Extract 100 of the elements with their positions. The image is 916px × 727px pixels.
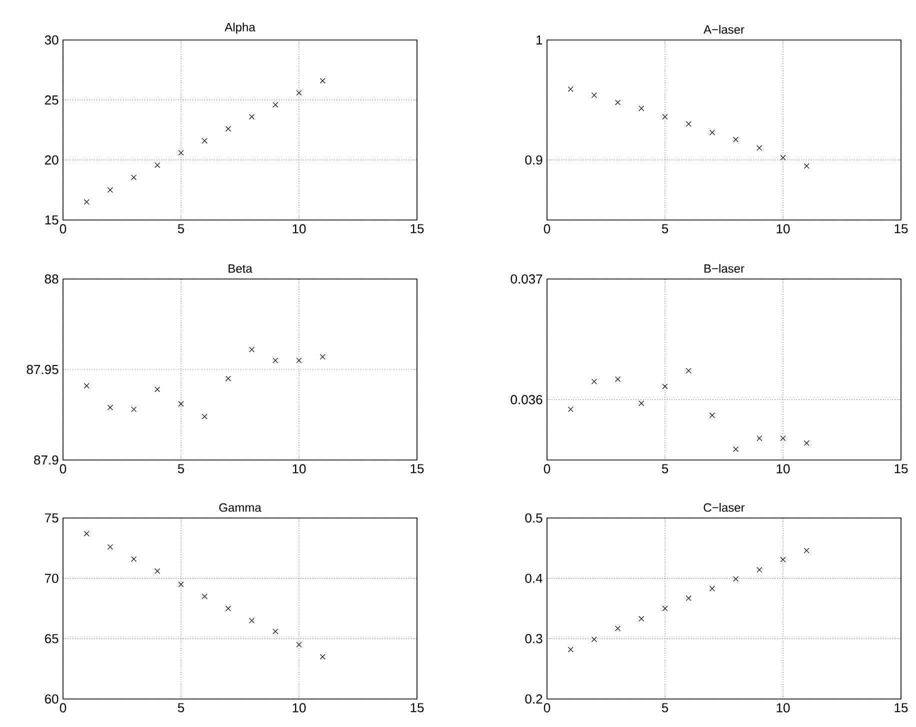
x-tick-label: 10 [292,464,306,474]
point [638,616,644,622]
x-tick-label: 5 [178,703,184,712]
x-tick-label: 15 [894,224,908,234]
y-tick-label: 0.036 [510,395,542,404]
point [154,568,160,574]
point [756,435,762,442]
x-tick-label: 5 [662,224,668,234]
x-tick-label: 5 [662,464,668,474]
point [591,636,597,642]
point [154,386,160,392]
point [615,376,621,382]
x-tick-label: 5 [662,703,668,712]
x-tick-label: 5 [178,224,184,234]
point [320,654,326,660]
y-tick-label: 87.9 [34,455,58,465]
point [709,130,715,136]
x-tick-label: 15 [410,224,424,234]
x-tick-label: 15 [410,703,424,712]
point [568,406,574,412]
point [320,354,326,360]
y-tick-label: 75 [45,513,58,523]
point [84,383,90,389]
point [272,358,278,364]
x-tick-label: 0 [544,224,550,234]
point [249,114,255,120]
point [615,100,621,106]
point [591,92,597,98]
point [296,90,302,96]
y-tick-label: 0.3 [525,634,542,644]
x-tick-label: 10 [292,224,306,234]
x-tick-label: 0 [544,464,550,474]
y-tick-label: 87.95 [26,364,58,374]
point [249,618,255,624]
point [249,346,255,352]
y-tick-label: 60 [45,694,58,704]
chart-title: Alpha [224,22,256,34]
point [320,78,326,84]
chart-title: B−laser [704,264,744,273]
x-tick-label: 10 [776,703,790,712]
x-tick-label: 10 [776,224,790,234]
point [780,435,786,442]
x-tick-label: 15 [894,703,908,712]
point [638,400,644,406]
point [662,114,668,120]
point [568,86,574,92]
point [780,154,786,160]
x-tick-label: 10 [292,703,306,712]
x-tick-label: 10 [776,464,790,474]
point [804,163,810,169]
point [780,556,786,562]
point [591,378,597,384]
point [686,368,692,374]
x-tick-label: 0 [60,464,66,474]
point [804,548,810,554]
point [202,414,208,420]
point [568,646,574,652]
y-tick-label: 0.4 [525,574,542,583]
point [296,358,302,364]
x-tick-label: 0 [544,703,550,712]
point [686,121,692,127]
point [804,440,810,446]
y-tick-label: 88 [44,274,58,284]
point [709,586,715,592]
point [272,102,278,108]
y-tick-label: 1 [536,36,542,44]
chart-title: A−laser [704,24,744,34]
y-tick-label: 65 [45,634,58,644]
x-tick-label: 15 [894,464,908,474]
point [202,138,208,144]
y-tick-label: 0.037 [510,274,542,284]
point [107,404,113,410]
point [615,626,621,632]
point [686,595,692,602]
y-tick-label: 25 [45,95,58,105]
y-tick-label: 30 [44,35,58,45]
x-tick-label: 0 [60,224,66,234]
chart-title: Gamma [219,503,262,512]
point [154,162,160,168]
point [202,594,208,600]
point [131,406,137,412]
y-tick-label: 15 [45,215,58,225]
chart-title: C−laser [704,502,745,512]
point [84,199,90,205]
y-tick-label: 20 [45,155,58,165]
point [296,642,302,648]
point [756,145,762,151]
point [84,530,90,536]
point [107,544,113,550]
point [178,582,184,588]
point [272,628,278,634]
y-tick-label: 0.2 [525,694,542,704]
point [131,174,137,180]
point [756,567,762,573]
point [733,446,739,452]
point [178,150,184,156]
x-tick-label: 15 [410,464,424,474]
point [225,376,231,382]
point [225,126,231,132]
point [733,576,739,582]
